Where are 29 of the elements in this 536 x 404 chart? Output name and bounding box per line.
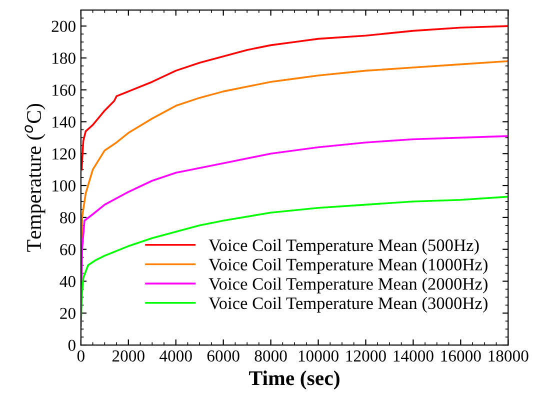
x-tick-label: 8000: [254, 350, 287, 362]
line-series: [80, 196, 508, 327]
y-tick-label: 0: [68, 340, 76, 351]
y-tick-label: 20: [60, 308, 76, 320]
line-series: [80, 25, 508, 170]
y-tick-label: 180: [52, 52, 76, 64]
x-tick-label: 2000: [112, 350, 144, 362]
legend-label: Voice Coil Temperature Mean (500Hz): [208, 238, 479, 255]
y-tick-label: 120: [52, 148, 76, 160]
x-axis-title: Time (sec): [249, 370, 340, 390]
y-tick-label: 60: [60, 244, 76, 256]
y-tick-label: 160: [52, 84, 76, 96]
legend-label: Voice Coil Temperature Mean (1000Hz): [208, 258, 488, 274]
x-tick-label: 12000: [346, 350, 386, 362]
y-tick-label: 80: [60, 212, 76, 224]
y-axis-title: Temperature ($^{o}$C): [24, 104, 46, 252]
x-tick-label: 18000: [488, 350, 528, 362]
x-tick-label: 0: [77, 350, 84, 362]
legend-label: Voice Coil Temperature Mean (3000Hz): [208, 296, 488, 313]
x-tick-label: 4000: [160, 350, 192, 362]
y-tick-label: 140: [52, 116, 76, 128]
x-tick-label: 14000: [394, 350, 434, 362]
legend-label: Voice Coil Temperature Mean (2000Hz): [208, 278, 488, 294]
y-tick-label: 100: [52, 180, 76, 192]
y-tick-label: 40: [60, 276, 76, 288]
y-tick-label: 200: [52, 20, 76, 32]
x-tick-label: 16000: [441, 350, 481, 362]
x-tick-label: 10000: [298, 350, 338, 362]
x-tick-label: 6000: [207, 350, 240, 362]
